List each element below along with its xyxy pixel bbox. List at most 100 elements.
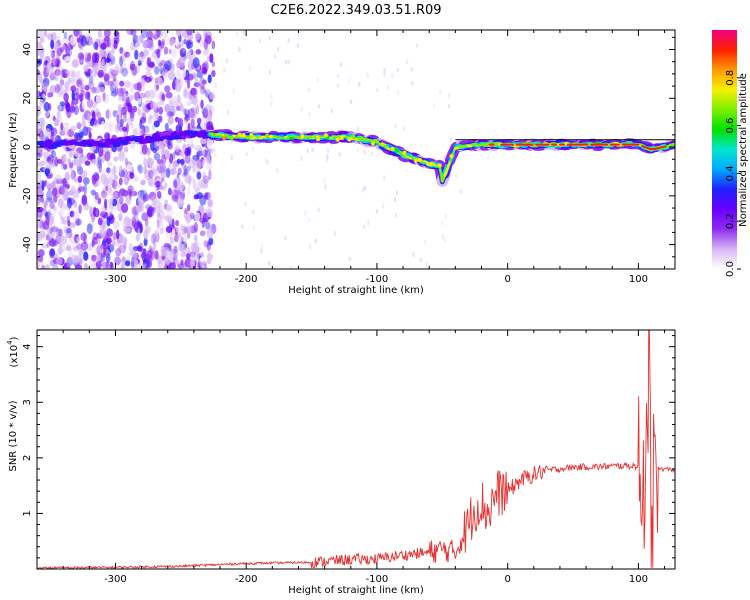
- noise-blob: [199, 138, 207, 144]
- spectrogram-x-tick-label: 0: [504, 274, 510, 285]
- noise-blob: [396, 67, 400, 73]
- noise-blob: [94, 208, 98, 216]
- noise-blob: [141, 77, 145, 87]
- noise-blob: [363, 149, 366, 155]
- noise-blob: [155, 57, 161, 65]
- noise-blob: [78, 128, 84, 140]
- snr-x-tick-label: 100: [629, 574, 648, 585]
- noise-blob: [38, 30, 45, 38]
- noise-blob: [165, 91, 173, 99]
- noise-blob: [209, 53, 214, 63]
- noise-blob: [83, 184, 88, 195]
- noise-blob: [124, 94, 129, 100]
- snr-scale-label: (x104): [6, 336, 20, 367]
- noise-blob: [51, 150, 56, 159]
- noise-blob: [158, 62, 163, 68]
- noise-blob: [40, 196, 45, 203]
- noise-blob: [144, 187, 150, 194]
- noise-blob: [156, 115, 163, 123]
- noise-blob: [68, 190, 74, 196]
- noise-blob: [410, 67, 413, 72]
- noise-blob: [207, 198, 213, 208]
- noise-blob: [46, 235, 52, 241]
- noise-blob: [44, 264, 50, 269]
- noise-blob: [88, 100, 94, 109]
- noise-blob: [117, 242, 122, 252]
- noise-blob: [42, 151, 50, 158]
- noise-blob: [109, 49, 114, 60]
- noise-blob: [116, 121, 124, 131]
- noise-blob: [61, 154, 67, 166]
- noise-blob: [367, 220, 370, 226]
- noise-blob: [167, 142, 173, 150]
- noise-blob: [87, 61, 93, 68]
- noise-blob: [118, 177, 123, 186]
- noise-blob: [154, 77, 159, 84]
- noise-blob: [121, 67, 128, 77]
- noise-blob: [137, 98, 142, 105]
- noise-blob: [46, 189, 53, 201]
- noise-blob: [64, 173, 71, 181]
- noise-blob: [193, 82, 201, 88]
- noise-blob: [193, 154, 197, 162]
- band-blob: [316, 137, 321, 142]
- noise-blob: [70, 185, 76, 195]
- noise-blob: [148, 114, 153, 121]
- noise-blob: [190, 118, 195, 128]
- noise-blob: [183, 165, 189, 175]
- noise-blob: [119, 165, 123, 174]
- band-blob: [359, 136, 364, 141]
- noise-blob: [97, 69, 105, 78]
- spectrogram-y-tick-label: 40: [22, 43, 33, 56]
- noise-blob: [98, 162, 102, 173]
- noise-blob: [317, 207, 320, 213]
- noise-blob: [87, 112, 91, 124]
- noise-blob: [204, 32, 208, 43]
- noise-blob: [308, 244, 311, 250]
- noise-blob: [455, 173, 458, 179]
- spectrogram-x-tick-label: -300: [104, 274, 127, 285]
- noise-blob: [316, 77, 319, 83]
- noise-blob: [49, 259, 56, 267]
- noise-blob: [141, 212, 149, 221]
- noise-blob: [125, 122, 129, 134]
- noise-blob: [91, 254, 97, 262]
- noise-blob: [103, 247, 107, 255]
- noise-blob: [107, 168, 116, 178]
- noise-blob: [58, 104, 62, 111]
- noise-blob: [62, 126, 69, 138]
- noise-blob: [111, 78, 119, 89]
- noise-blob: [87, 52, 92, 62]
- noise-blob: [114, 123, 120, 133]
- noise-blob: [127, 185, 135, 192]
- noise-blob: [167, 116, 174, 125]
- noise-blob: [232, 127, 236, 133]
- snr-x-tick-label: -100: [366, 574, 389, 585]
- noise-blob: [206, 121, 214, 132]
- noise-blob: [167, 142, 170, 149]
- noise-blob: [73, 133, 78, 140]
- noise-blob: [226, 109, 230, 115]
- noise-blob: [141, 101, 146, 112]
- band-segment: [443, 167, 449, 177]
- noise-blob: [73, 235, 78, 244]
- noise-blob: [69, 222, 76, 228]
- noise-blob: [97, 159, 102, 169]
- noise-blob: [76, 243, 83, 250]
- noise-blob: [197, 239, 205, 250]
- band-segment: [407, 156, 412, 160]
- noise-blob: [191, 95, 198, 106]
- noise-blob: [358, 81, 361, 87]
- noise-blob: [158, 77, 163, 86]
- noise-blob: [51, 226, 59, 233]
- noise-blob: [125, 195, 132, 205]
- noise-blob: [160, 227, 164, 235]
- noise-blob: [143, 170, 147, 177]
- band-blob: [245, 135, 250, 140]
- noise-blob: [74, 132, 80, 139]
- noise-blob: [128, 243, 133, 252]
- noise-blob: [94, 208, 100, 218]
- noise-blob: [447, 103, 451, 109]
- noise-blob: [130, 30, 137, 36]
- noise-blob: [116, 229, 120, 240]
